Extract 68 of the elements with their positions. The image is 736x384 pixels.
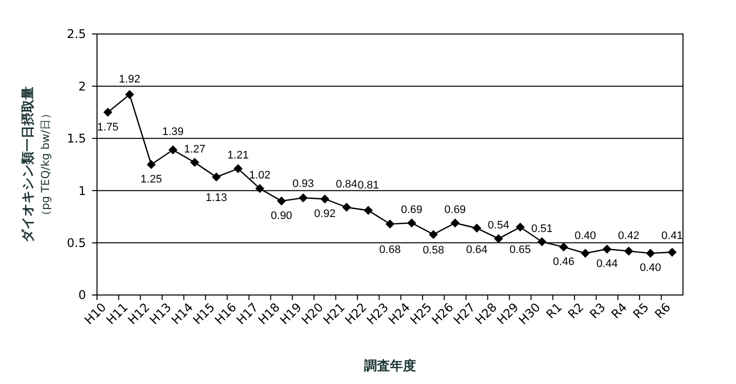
point: [646, 248, 655, 258]
data-label: 1.13: [206, 192, 228, 204]
x-tick-label: R3: [586, 300, 608, 322]
x-axis-title: 調査年度: [364, 358, 416, 374]
data-label: 0.58: [422, 244, 444, 256]
y-tick-label: 1.5: [66, 132, 86, 146]
point: [580, 248, 590, 258]
data-label: 1.25: [140, 174, 162, 186]
point: [494, 234, 504, 244]
point: [168, 145, 178, 154]
point: [103, 108, 112, 117]
data-label: 0.46: [552, 256, 574, 268]
data-label: 1.27: [184, 143, 206, 156]
data-label: 1.21: [227, 150, 249, 162]
point: [146, 160, 156, 169]
point: [450, 218, 460, 228]
point: [190, 158, 200, 167]
data-label: 0.69: [444, 204, 466, 216]
point: [537, 237, 546, 246]
data-label: 0.90: [270, 210, 292, 222]
point: [125, 90, 134, 100]
data-label: 0.40: [640, 262, 662, 274]
y-tick-label: 1: [78, 184, 86, 198]
y-tick-label: 2.5: [66, 27, 86, 42]
data-label: 0.51: [531, 222, 553, 235]
point: [234, 164, 243, 174]
point: [668, 248, 677, 257]
data-label: 0.81: [358, 179, 380, 192]
data-label: 0.40: [574, 230, 596, 242]
point: [298, 193, 308, 202]
data-label: 0.84: [336, 178, 358, 190]
data-label: 0.68: [379, 244, 401, 256]
point: [320, 194, 330, 204]
data-label: 1.92: [118, 74, 140, 86]
y-tick-label: 2: [78, 79, 86, 94]
x-tick-label: R4: [608, 300, 630, 322]
y-tick-label: 0: [78, 288, 86, 302]
point: [364, 206, 373, 215]
data-label: 0.41: [661, 230, 683, 242]
point: [342, 202, 352, 212]
data-label: 0.92: [314, 208, 336, 220]
data-label: 1.39: [162, 126, 184, 138]
point: [428, 230, 438, 239]
data-label: 1.75: [97, 121, 119, 134]
point: [624, 246, 634, 256]
point: [602, 244, 612, 254]
point: [472, 224, 482, 233]
data-label: 0.93: [292, 178, 314, 190]
point: [386, 220, 394, 229]
point: [516, 222, 525, 232]
y-tick-label: 0.5: [66, 236, 86, 250]
x-tick-label: R5: [630, 300, 652, 322]
data-label: 0.69: [400, 204, 422, 216]
data-label: 0.64: [466, 244, 488, 256]
x-tick-label: R6: [652, 300, 674, 322]
data-label: 1.02: [249, 170, 270, 182]
data-label: 0.54: [488, 220, 510, 232]
point: [407, 218, 416, 228]
y-axis-title: ダイオキシン類一日摂取量（pg TEQ/kg bw/日）: [21, 86, 52, 242]
x-tick-label: R1: [544, 300, 565, 322]
x-tick-label: R2: [565, 300, 586, 322]
data-label: 0.65: [510, 244, 531, 256]
point: [212, 172, 221, 182]
point: [559, 242, 568, 252]
point: [276, 196, 286, 206]
data-label: 0.42: [618, 230, 640, 242]
data-label: 0.44: [596, 258, 618, 270]
point: [255, 184, 264, 194]
